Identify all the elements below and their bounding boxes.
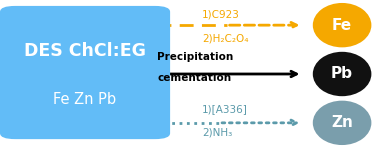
Text: Pb: Pb <box>331 66 353 82</box>
Ellipse shape <box>313 52 371 96</box>
Ellipse shape <box>313 101 371 145</box>
Text: Fe: Fe <box>332 18 352 33</box>
Text: Zn: Zn <box>331 115 353 130</box>
Text: 1)C923: 1)C923 <box>202 10 240 20</box>
FancyBboxPatch shape <box>0 6 170 139</box>
Text: cementation: cementation <box>158 73 232 83</box>
Text: 2)H₂C₂O₄: 2)H₂C₂O₄ <box>202 33 249 44</box>
Text: 1)[A336]: 1)[A336] <box>202 104 248 114</box>
Text: 2)NH₃: 2)NH₃ <box>202 127 232 137</box>
Text: Fe Zn Pb: Fe Zn Pb <box>54 92 116 107</box>
Ellipse shape <box>313 3 371 47</box>
Text: DES ChCl:EG: DES ChCl:EG <box>24 42 146 60</box>
Text: Precipitation: Precipitation <box>156 52 233 62</box>
